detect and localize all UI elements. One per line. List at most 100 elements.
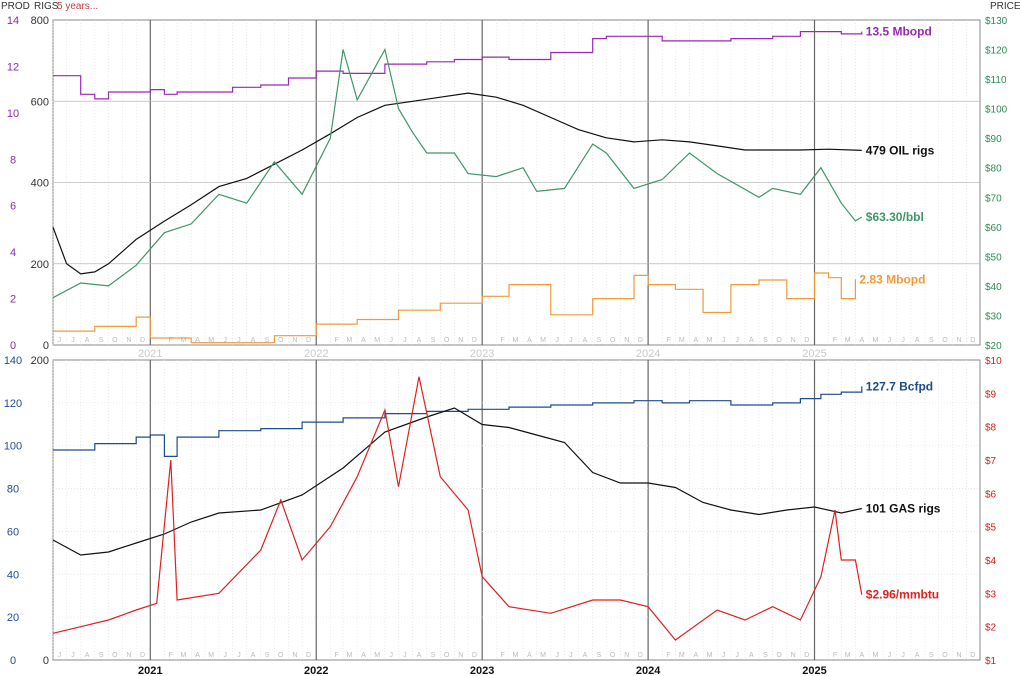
oil-month-tick-label: A: [85, 337, 90, 344]
gas-month-tick-label: M: [181, 652, 187, 659]
oil-month-tick-label: N: [126, 337, 131, 344]
gas-month-tick-label: J: [224, 652, 228, 659]
gas-month-tick-label: O: [444, 652, 450, 659]
oil-month-tick-label: J: [901, 337, 905, 344]
oil-month-tick-label: F: [335, 337, 339, 344]
oil-left-inner-tick: 0: [43, 340, 49, 352]
oil-left-inner-tick: 800: [31, 15, 49, 27]
gas-left-outer-tick: 40: [7, 569, 19, 581]
oil-month-tick-label: J: [569, 337, 573, 344]
oil-month-tick-label: A: [361, 337, 366, 344]
gas-right-tick: $9: [985, 389, 997, 400]
gas-month-tick-label: J: [389, 652, 393, 659]
oil-month-tick-label: A: [915, 337, 920, 344]
gas-month-tick-label: A: [694, 652, 699, 659]
oil-month-tick-label: S: [99, 337, 104, 344]
gas-month-tick-label: M: [374, 652, 380, 659]
oil-series-label-1: 479 OIL rigs: [866, 143, 935, 157]
oil-month-tick-label: N: [624, 337, 629, 344]
gas-month-tick-label: M: [346, 652, 352, 659]
oil-year-label: 2022: [304, 348, 328, 360]
gas-month-tick-label: O: [942, 652, 948, 659]
gas-month-tick-label: J: [901, 652, 905, 659]
oil-month-tick-label: A: [251, 337, 256, 344]
oil-month-tick-label: J: [722, 337, 726, 344]
oil-right-tick: $50: [985, 252, 1002, 263]
oil-year-label: 2024: [636, 348, 660, 360]
oil-month-tick-label: N: [292, 337, 297, 344]
gas-right-tick: $7: [985, 456, 997, 467]
oil-year-label: 2023: [470, 348, 494, 360]
gas-left-outer-tick: 140: [4, 355, 22, 367]
oil-right-tick: $130: [985, 16, 1008, 27]
gas-left-inner-tick: 0: [43, 655, 49, 667]
gas-month-tick-label: J: [58, 652, 62, 659]
gas-month-tick-label: S: [431, 652, 436, 659]
gas-month-tick-label: M: [512, 652, 518, 659]
oil-series-label-3: 2.83 Mbopd: [859, 272, 925, 286]
gas-left-inner-tick: 200: [31, 355, 49, 367]
oil-year-label: 2021: [138, 348, 162, 360]
oil-month-tick-label: D: [140, 337, 145, 344]
oil-left-outer-tick: 4: [10, 247, 16, 259]
gas-month-tick-label: S: [99, 652, 104, 659]
oil-month-tick-label: F: [833, 337, 837, 344]
gas-right-tick: $5: [985, 523, 997, 534]
oil-month-tick-label: F: [169, 337, 173, 344]
gas-month-tick-label: D: [140, 652, 145, 659]
gas-month-tick-label: A: [749, 652, 754, 659]
gas-month-tick-label: D: [970, 652, 975, 659]
gas-month-tick-label: J: [569, 652, 573, 659]
oil-month-tick-label: S: [763, 337, 768, 344]
oil-month-tick-label: N: [957, 337, 962, 344]
gas-left-outer-tick: 20: [7, 612, 19, 624]
oil-month-tick-label: M: [512, 337, 518, 344]
gas-right-tick: $1: [985, 656, 997, 667]
gas-month-tick-label: F: [169, 652, 173, 659]
gas-month-tick-label: F: [335, 652, 339, 659]
gas-year-label: 2024: [636, 665, 661, 676]
oil-month-tick-label: F: [500, 337, 504, 344]
gas-month-tick-label: D: [472, 652, 477, 659]
gas-month-tick-label: F: [666, 652, 670, 659]
gas-month-tick-label: J: [722, 652, 726, 659]
oil-right-tick: $120: [985, 46, 1008, 57]
gas-month-tick-label: S: [265, 652, 270, 659]
gas-month-tick-label: A: [527, 652, 532, 659]
oil-month-tick-label: J: [555, 337, 559, 344]
price-axis-label: PRICE: [990, 1, 1020, 12]
oil-series-label-2: $63.30/bbl: [866, 210, 924, 224]
oil-month-tick-label: O: [444, 337, 450, 344]
gas-left-outer-tick: 100: [4, 441, 22, 453]
oil-right-tick: $100: [985, 105, 1008, 116]
period-label: 5 years...: [57, 1, 98, 12]
oil-month-tick-label: D: [472, 337, 477, 344]
oil-left-inner-tick: 600: [31, 96, 49, 108]
gas-month-tick-label: M: [208, 652, 214, 659]
gas-series-label-2: $2.96/mmbtu: [866, 588, 939, 602]
gas-month-tick-label: J: [888, 652, 892, 659]
oil-series-line-0: [53, 31, 863, 100]
gas-series-label-0: 127.7 Bcfpd: [866, 379, 933, 393]
oil-month-tick-label: S: [597, 337, 602, 344]
gas-month-tick-label: S: [929, 652, 934, 659]
oil-left-outer-tick: 6: [10, 201, 16, 213]
gas-right-tick: $6: [985, 489, 997, 500]
gas-left-outer-tick: 80: [7, 484, 19, 496]
gas-month-tick-label: A: [583, 652, 588, 659]
oil-month-tick-label: M: [707, 337, 713, 344]
gas-month-tick-label: J: [735, 652, 739, 659]
gas-month-tick-label: O: [776, 652, 782, 659]
oil-month-tick-label: O: [278, 337, 284, 344]
gas-month-tick-label: A: [859, 652, 864, 659]
oil-month-tick-label: N: [791, 337, 796, 344]
gas-series-label-1: 101 GAS rigs: [866, 502, 941, 516]
gas-month-tick-label: J: [555, 652, 559, 659]
gas-month-tick-label: N: [458, 652, 463, 659]
oil-right-tick: $80: [985, 164, 1002, 175]
oil-right-tick: $110: [985, 75, 1007, 86]
oil-month-tick-label: M: [346, 337, 352, 344]
oil-month-tick-label: D: [970, 337, 975, 344]
